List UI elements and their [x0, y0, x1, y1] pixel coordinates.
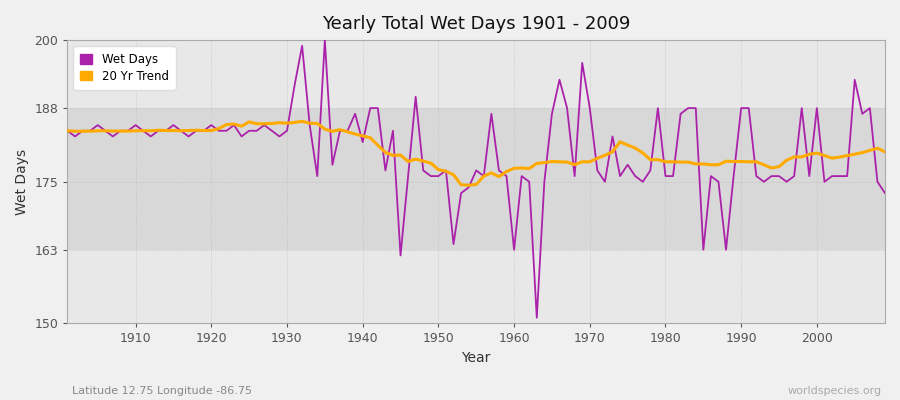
20 Yr Trend	[464, 183, 474, 188]
20 Yr Trend	[62, 128, 73, 133]
X-axis label: Year: Year	[462, 351, 490, 365]
20 Yr Trend	[122, 129, 133, 134]
Text: Latitude 12.75 Longitude -86.75: Latitude 12.75 Longitude -86.75	[72, 386, 252, 396]
20 Yr Trend	[879, 150, 890, 154]
20 Yr Trend	[517, 166, 527, 170]
Wet Days	[879, 191, 890, 196]
Wet Days	[62, 128, 73, 133]
20 Yr Trend	[289, 120, 300, 125]
Wet Days	[122, 128, 133, 133]
Wet Days	[342, 128, 353, 133]
Title: Yearly Total Wet Days 1901 - 2009: Yearly Total Wet Days 1901 - 2009	[322, 15, 630, 33]
Text: worldspecies.org: worldspecies.org	[788, 386, 882, 396]
20 Yr Trend	[615, 140, 626, 144]
Line: 20 Yr Trend: 20 Yr Trend	[68, 121, 885, 185]
Bar	[68, 108, 885, 250]
Wet Days	[289, 83, 300, 88]
20 Yr Trend	[342, 130, 353, 134]
Y-axis label: Wet Days: Wet Days	[15, 149, 29, 215]
Wet Days	[615, 174, 626, 178]
Wet Days	[517, 174, 527, 178]
Legend: Wet Days, 20 Yr Trend: Wet Days, 20 Yr Trend	[74, 46, 176, 90]
Line: Wet Days: Wet Days	[68, 40, 885, 318]
Wet Days	[531, 315, 542, 320]
20 Yr Trend	[524, 166, 535, 171]
Wet Days	[320, 38, 330, 42]
Wet Days	[508, 247, 519, 252]
20 Yr Trend	[297, 119, 308, 124]
